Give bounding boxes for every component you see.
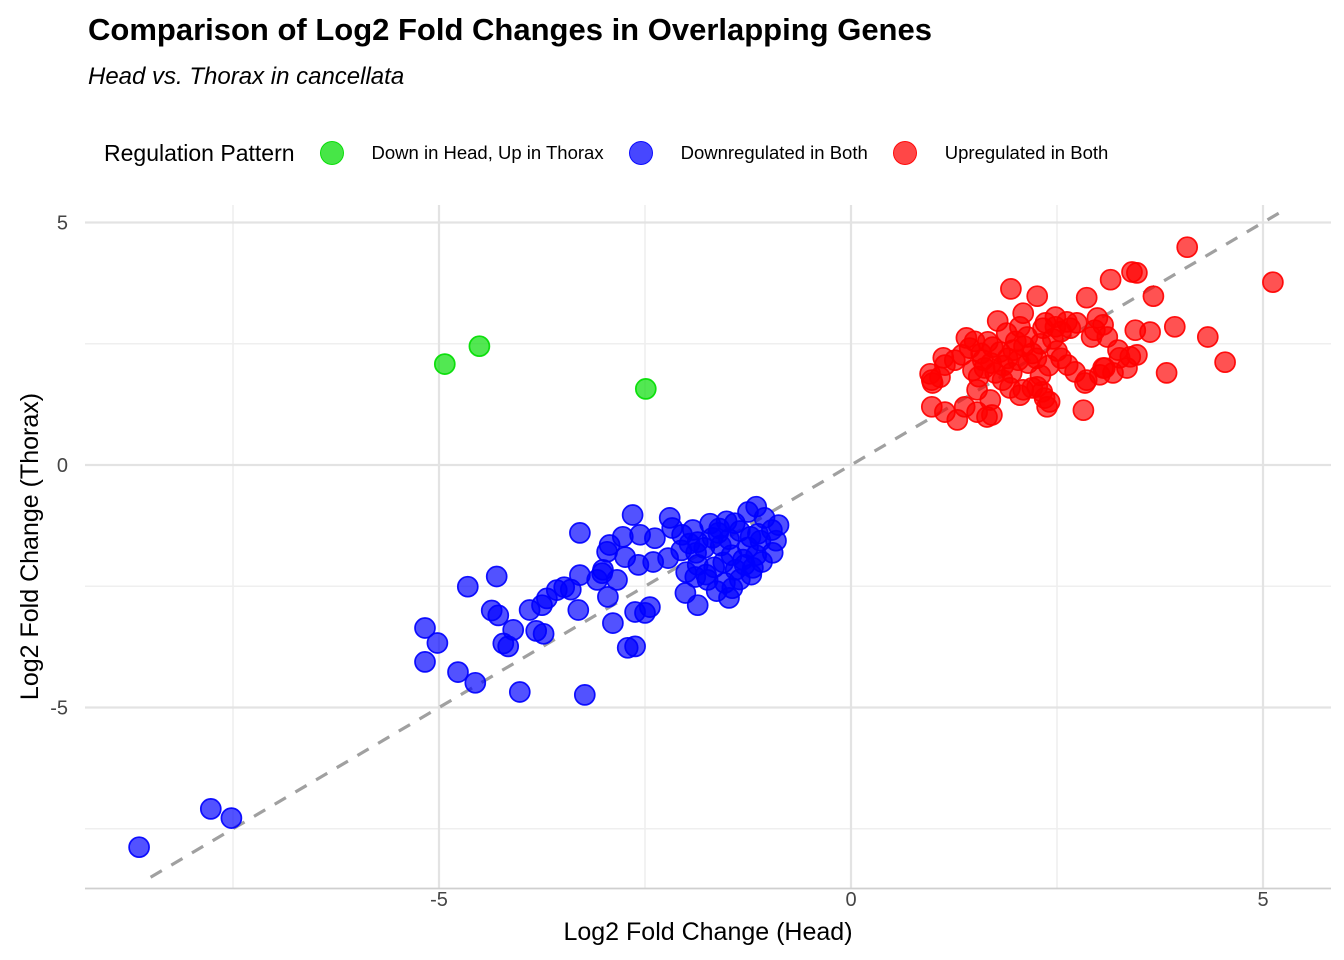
data-point bbox=[1196, 326, 1219, 348]
data-point bbox=[1262, 271, 1284, 294]
data-point bbox=[1155, 362, 1178, 384]
data-point bbox=[955, 327, 978, 349]
data-point bbox=[932, 346, 955, 369]
y-axis-tick-label: 0 bbox=[57, 455, 68, 477]
data-point bbox=[1099, 268, 1122, 291]
data-point bbox=[1142, 285, 1165, 308]
data-point bbox=[970, 342, 993, 365]
data-point bbox=[456, 575, 479, 598]
data-point bbox=[621, 504, 644, 526]
data-point bbox=[199, 798, 222, 820]
data-point bbox=[686, 594, 709, 617]
x-axis-tick-label: 5 bbox=[1257, 889, 1268, 911]
data-point bbox=[624, 601, 646, 623]
data-point bbox=[1038, 391, 1061, 413]
data-point bbox=[1026, 285, 1049, 308]
data-point bbox=[624, 635, 646, 658]
data-point bbox=[1092, 313, 1114, 336]
data-point bbox=[765, 529, 787, 552]
data-point bbox=[414, 617, 436, 639]
data-point bbox=[591, 562, 614, 585]
x-axis-title: Log2 Fold Change (Head) bbox=[563, 918, 852, 946]
data-point bbox=[921, 372, 944, 394]
data-point bbox=[1214, 351, 1236, 374]
data-point bbox=[485, 565, 508, 588]
data-point bbox=[1126, 344, 1148, 366]
legend: Regulation Pattern Down in Head, Up in T… bbox=[104, 133, 1108, 173]
data-point bbox=[634, 378, 657, 400]
data-point bbox=[1139, 321, 1161, 343]
data-point bbox=[1126, 262, 1148, 284]
legend-item-label: Upregulated in Both bbox=[944, 142, 1109, 163]
x-axis-tick-label: -5 bbox=[430, 889, 448, 911]
data-point bbox=[447, 661, 469, 683]
data-point bbox=[670, 539, 693, 562]
data-point bbox=[597, 586, 619, 608]
data-point bbox=[728, 568, 751, 591]
data-point bbox=[981, 404, 1003, 426]
data-point bbox=[1029, 364, 1052, 387]
legend-item-label: Downregulated in Both bbox=[680, 142, 868, 163]
data-point bbox=[1176, 236, 1199, 259]
data-point bbox=[487, 604, 510, 627]
y-axis-tick-label: -5 bbox=[50, 698, 68, 720]
legend-item-label: Down in Head, Up in Thorax bbox=[371, 142, 604, 163]
data-point bbox=[1163, 315, 1186, 338]
legend-dot-red-icon bbox=[892, 141, 917, 165]
data-point bbox=[508, 681, 531, 703]
y-axis-tick-label: 5 bbox=[57, 213, 68, 235]
data-point bbox=[532, 622, 555, 645]
data-point bbox=[433, 353, 456, 375]
data-point bbox=[602, 612, 624, 634]
data-point bbox=[497, 635, 520, 658]
data-point bbox=[1000, 362, 1023, 384]
data-point bbox=[718, 587, 740, 609]
data-point bbox=[573, 684, 596, 706]
data-point bbox=[468, 335, 491, 358]
data-point bbox=[1050, 320, 1072, 343]
data-point bbox=[1000, 278, 1022, 300]
legend-item: Down in Head, Up in Thorax bbox=[319, 141, 604, 165]
data-point bbox=[128, 836, 150, 859]
data-point bbox=[1075, 286, 1098, 309]
y-axis-title: Log2 Fold Change (Thorax) bbox=[16, 393, 44, 700]
data-point bbox=[464, 671, 487, 694]
data-point bbox=[946, 409, 969, 431]
page-title: Comparison of Log2 Fold Changes in Overl… bbox=[88, 12, 932, 47]
legend-item: Upregulated in Both bbox=[892, 141, 1109, 165]
data-point bbox=[426, 632, 449, 654]
x-axis-tick-label: 0 bbox=[845, 889, 856, 911]
data-point bbox=[567, 599, 590, 621]
data-point bbox=[569, 522, 591, 544]
legend-dot-blue-icon bbox=[628, 141, 653, 165]
data-point bbox=[644, 527, 666, 550]
legend-dot-green-icon bbox=[319, 141, 344, 165]
data-point bbox=[596, 540, 618, 563]
data-point bbox=[414, 651, 436, 673]
legend-title: Regulation Pattern bbox=[104, 139, 295, 166]
data-point bbox=[220, 807, 243, 829]
data-point bbox=[699, 512, 721, 535]
data-point bbox=[745, 495, 768, 518]
data-point bbox=[1102, 362, 1124, 384]
page-subtitle: Head vs. Thorax in cancellata bbox=[88, 63, 405, 90]
data-point bbox=[1072, 399, 1095, 422]
data-point bbox=[675, 561, 698, 584]
legend-item: Downregulated in Both bbox=[628, 141, 868, 165]
